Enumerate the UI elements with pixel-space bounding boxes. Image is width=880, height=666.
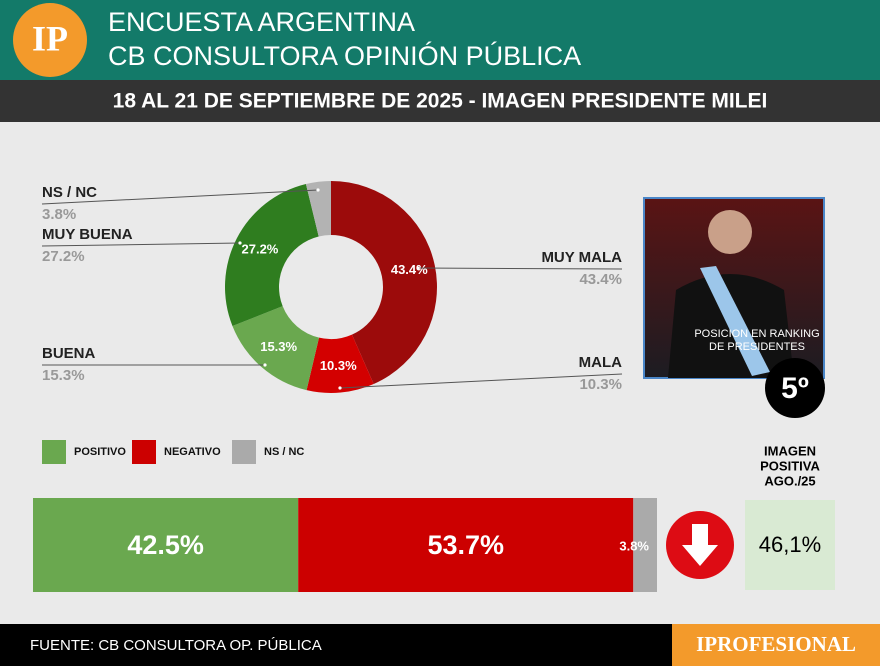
legend-label: POSITIVO	[74, 446, 126, 458]
photo-caption: DE PRESIDENTES	[709, 341, 805, 353]
slice-label: 10.3%	[320, 358, 357, 373]
value-label: 43.4%	[579, 271, 622, 288]
donut-slice	[225, 184, 319, 327]
comparison-value: 46,1%	[759, 532, 821, 557]
leader-line	[339, 373, 623, 389]
leader-dot	[263, 363, 267, 367]
leader-dot	[238, 241, 242, 245]
category-label: MUY BUENA	[42, 226, 133, 243]
rank-badge	[765, 358, 825, 418]
bar-value-label: 42.5%	[127, 530, 204, 560]
category-label: MALA	[579, 354, 622, 371]
bar-value-label: 53.7%	[427, 530, 504, 560]
value-label: 27.2%	[42, 248, 85, 265]
brand-box	[672, 624, 880, 666]
category-label: MUY MALA	[541, 249, 622, 266]
source: FUENTE: CB CONSULTORA OP. PÚBLICA	[30, 637, 322, 654]
category-label: NS / NC	[42, 184, 97, 201]
leader-dot	[416, 266, 420, 270]
legend-swatch	[232, 440, 256, 464]
slice-label: 27.2%	[242, 242, 279, 257]
photo-caption: POSICION EN RANKING	[694, 328, 819, 340]
bar-segment	[33, 498, 299, 592]
subtitle: 18 AL 21 DE SEPTIEMBRE DE 2025 - IMAGEN …	[113, 90, 768, 113]
comparison-label: IMAGEN	[764, 443, 816, 458]
slice-label: 15.3%	[260, 339, 297, 354]
title: CB CONSULTORA OPINIÓN PÚBLICA	[108, 40, 581, 71]
legend-label: NEGATIVO	[164, 446, 221, 458]
photo-figure	[708, 210, 752, 254]
value-label: 10.3%	[579, 376, 622, 393]
bar-value-label: 3.8%	[619, 538, 649, 553]
donut-slice	[306, 334, 374, 393]
slice-label: 43.4%	[391, 262, 428, 277]
title: ENCUESTA ARGENTINA	[108, 7, 415, 37]
brand: IPROFESIONAL	[696, 632, 856, 656]
leader-line	[41, 242, 241, 247]
comparison-box	[745, 500, 835, 590]
legend-swatch	[132, 440, 156, 464]
legend-label: NS / NC	[264, 446, 304, 458]
logo: IP	[32, 18, 68, 58]
value-label: 15.3%	[42, 367, 85, 384]
rank: 5º	[781, 372, 809, 405]
leader-dot	[338, 386, 342, 390]
comparison-label: POSITIVA	[760, 458, 820, 473]
legend-swatch	[42, 440, 66, 464]
category-label: BUENA	[42, 345, 96, 362]
donut-slice	[331, 181, 437, 385]
header-band	[0, 0, 880, 80]
donut-slice	[305, 181, 331, 237]
comparison-label: AGO./25	[764, 473, 815, 488]
bar-segment	[633, 498, 657, 592]
leader-dot	[316, 188, 320, 192]
photo-sash	[700, 266, 770, 376]
leader-line	[417, 267, 623, 270]
logo-circle	[13, 3, 87, 77]
donut-slice	[232, 306, 320, 391]
leader-line	[41, 189, 319, 205]
value-label: 3.8%	[42, 206, 76, 223]
subtitle-band	[0, 80, 880, 122]
down-arrow	[682, 524, 718, 566]
bar-segment	[298, 498, 634, 592]
